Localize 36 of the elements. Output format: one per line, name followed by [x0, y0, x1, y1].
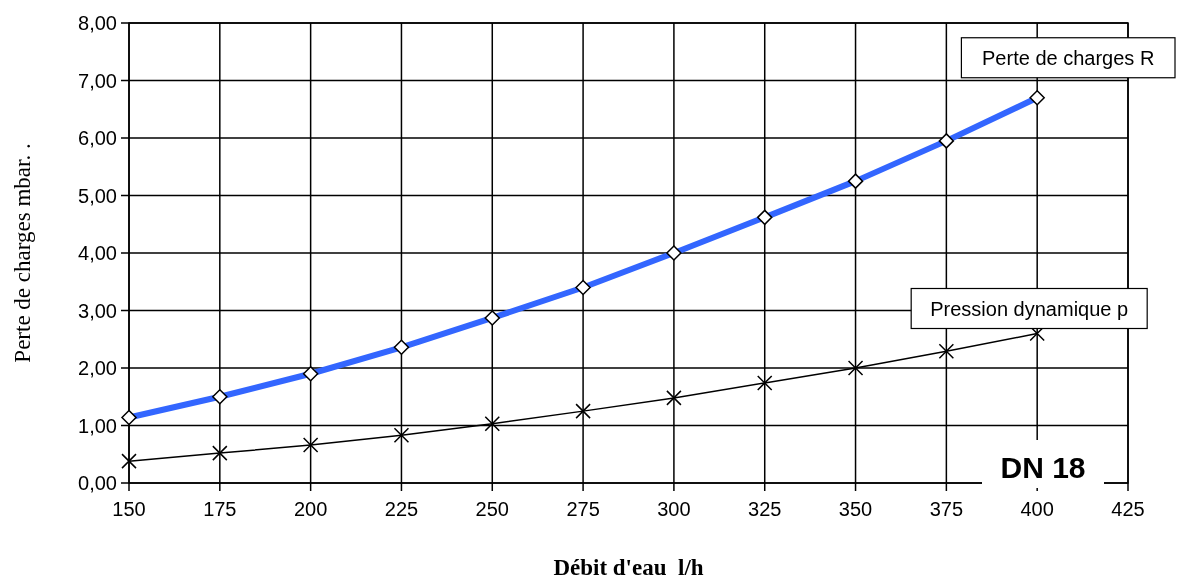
y-tick-label: 3,00: [78, 299, 117, 322]
y-tick-label: 7,00: [78, 69, 117, 92]
y-axis-title: Perte de charges mbar. .: [10, 143, 35, 363]
x-tick-label: 150: [112, 498, 146, 520]
y-tick-label: 8,00: [78, 12, 117, 34]
x-axis-title: Débit d'eau l/h: [553, 555, 704, 580]
x-tick-label: 250: [475, 498, 509, 520]
y-tick-label: 0,00: [78, 472, 117, 494]
point: [484, 416, 501, 432]
point: [121, 453, 137, 469]
point: [212, 445, 228, 461]
x-tick-label: 300: [657, 498, 691, 520]
point: [666, 390, 682, 406]
x-tick-label: 275: [566, 498, 600, 520]
point: [302, 437, 319, 453]
y-tick-label: 6,00: [78, 127, 117, 149]
point: [938, 343, 955, 360]
point: [575, 403, 591, 419]
point: [756, 375, 773, 391]
x-tick-label: 400: [1020, 498, 1054, 520]
y-tick-label: 5,00: [78, 184, 117, 207]
point: [393, 427, 410, 444]
y-tick-label: 1,00: [78, 414, 117, 437]
x-tick-label: 200: [293, 498, 328, 520]
annotation: DN 18: [1000, 451, 1086, 484]
series-label: Pression dynamique p: [930, 297, 1129, 320]
y-tick-label: 2,00: [78, 357, 117, 379]
x-tick-label: 350: [838, 498, 873, 520]
point: [847, 360, 864, 376]
x-tick-label: 225: [384, 498, 419, 520]
x-tick-label: 175: [203, 498, 237, 520]
x-tick-label: 375: [929, 498, 964, 520]
y-tick-label: 4,00: [78, 242, 117, 264]
x-tick-label: 325: [748, 498, 782, 520]
text: Perte de charges R: [982, 46, 1155, 69]
x-tick-label: 425: [1111, 498, 1145, 520]
